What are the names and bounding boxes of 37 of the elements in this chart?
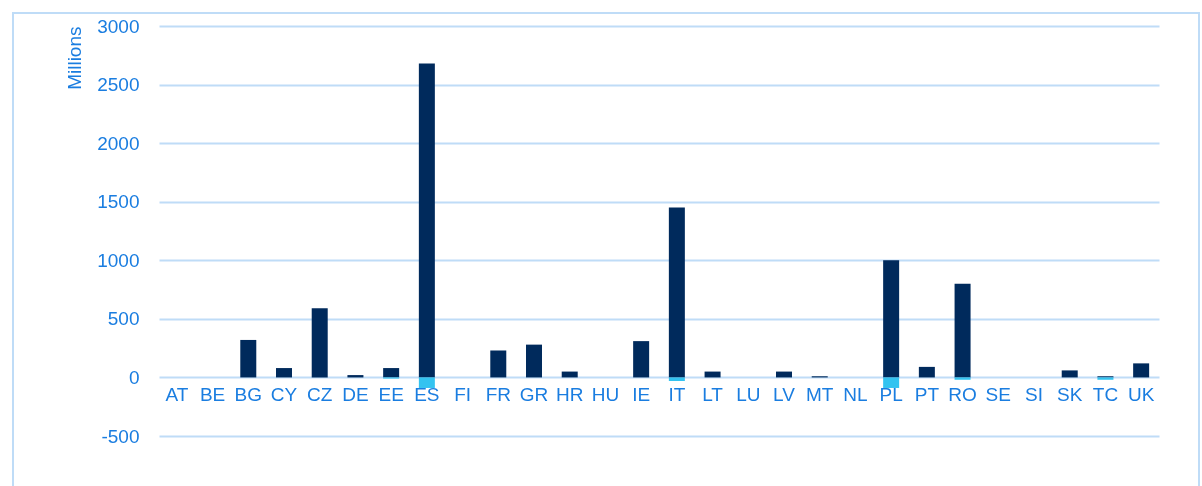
x-tick-label: IE [632,383,651,405]
x-tick-label: SE [985,383,1011,405]
x-tick-label: GR [519,383,549,405]
x-tick-label: TC [1092,383,1119,405]
x-tick-label: RO [948,383,977,405]
y-tick-label: 2000 [97,132,140,154]
x-tick-label: SI [1025,383,1043,405]
x-tick-label: DE [342,383,369,405]
x-tick-label: FR [485,383,511,405]
x-tick-label: CY [270,383,298,405]
x-tick-label: PT [914,383,940,405]
x-tick-label: LT [702,383,724,405]
x-tick-label: NL [843,383,868,405]
x-tick-label: BG [234,383,263,405]
x-tick-label: LV [773,383,796,405]
x-tick-label: IT [668,383,686,405]
x-tick-label: HU [591,383,620,405]
y-tick-label: 1000 [97,249,140,271]
x-tick-label: HR [555,383,584,405]
x-tick-label: CZ [307,383,333,405]
x-tick-label: PL [879,383,903,405]
y-tick-label: 2500 [97,74,140,96]
x-tick-label: LU [736,383,761,405]
x-tick-label: ES [414,383,440,405]
x-tick-label: MT [806,383,834,405]
y-tick-label: 500 [107,308,140,330]
y-tick-label: -500 [101,425,140,447]
x-tick-label: BE [199,383,226,405]
x-tick-label: EE [378,383,404,405]
x-tick-label: AT [165,383,189,405]
y-axis-title: Millions [64,26,86,90]
y-tick-label: 0 [128,366,140,388]
x-tick-label: FI [454,383,472,405]
y-tick-label: 1500 [97,191,140,213]
y-tick-label: 3000 [97,15,140,37]
x-tick-label: SK [1057,383,1083,405]
x-tick-label: UK [1127,383,1155,405]
